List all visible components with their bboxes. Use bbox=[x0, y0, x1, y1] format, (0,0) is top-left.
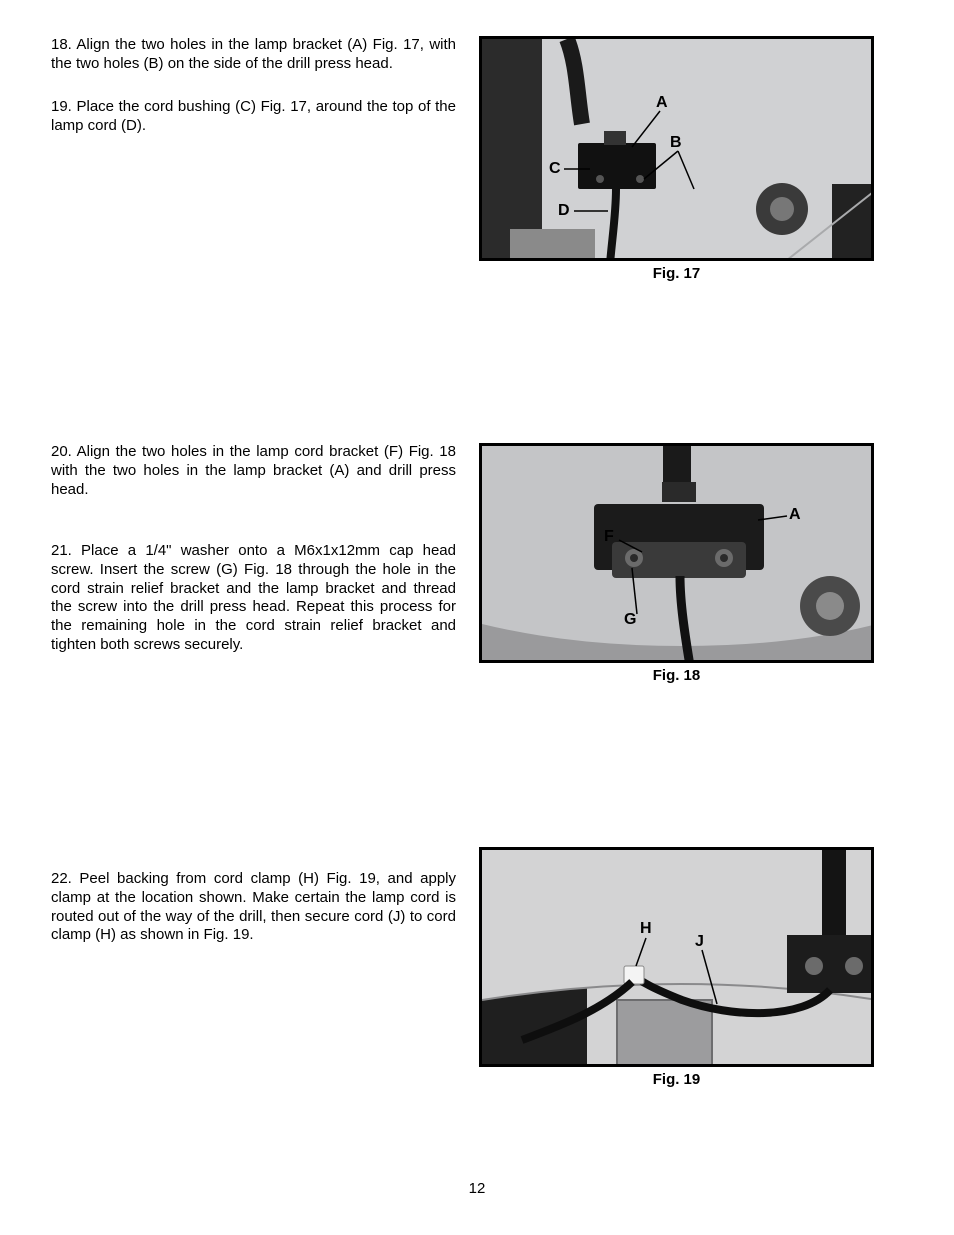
figure-17-callout-a: A bbox=[656, 94, 668, 112]
instruction-step-22: 22. Peel backing from cord clamp (H) Fig… bbox=[51, 870, 456, 945]
figure-19: H J Fig. 19 bbox=[479, 847, 874, 1088]
figure-19-image: H J bbox=[479, 847, 874, 1067]
figure-18-callout-f: F bbox=[604, 528, 614, 546]
figure-18-illustration bbox=[482, 446, 874, 663]
instruction-step-20: 20. Align the two holes in the lamp cord… bbox=[51, 443, 456, 499]
figure-17-image: A B C D bbox=[479, 36, 874, 261]
instruction-step-18: 18. Align the two holes in the lamp brac… bbox=[51, 36, 456, 74]
figure-17-callout-d: D bbox=[558, 202, 570, 220]
figure-17-callout-b: B bbox=[670, 134, 682, 152]
figure-18-caption: Fig. 18 bbox=[479, 667, 874, 684]
figure-17: A B C D Fig. 17 bbox=[479, 36, 874, 282]
figure-19-caption: Fig. 19 bbox=[479, 1071, 874, 1088]
figure-19-callout-j: J bbox=[695, 933, 704, 951]
figure-18: F A G Fig. 18 bbox=[479, 443, 874, 684]
manual-page: 18. Align the two holes in the lamp brac… bbox=[0, 0, 954, 1235]
figure-17-callout-c: C bbox=[549, 160, 561, 178]
page-number: 12 bbox=[0, 1180, 954, 1197]
instruction-step-21: 21. Place a 1/4" washer onto a M6x1x12mm… bbox=[51, 542, 456, 655]
figure-19-callout-h: H bbox=[640, 920, 652, 938]
figure-18-callout-g: G bbox=[624, 611, 636, 629]
figure-18-callout-a: A bbox=[789, 506, 801, 524]
instruction-step-19: 19. Place the cord bushing (C) Fig. 17, … bbox=[51, 98, 456, 136]
figure-18-image: F A G bbox=[479, 443, 874, 663]
figure-19-illustration bbox=[482, 850, 874, 1067]
figure-17-caption: Fig. 17 bbox=[479, 265, 874, 282]
